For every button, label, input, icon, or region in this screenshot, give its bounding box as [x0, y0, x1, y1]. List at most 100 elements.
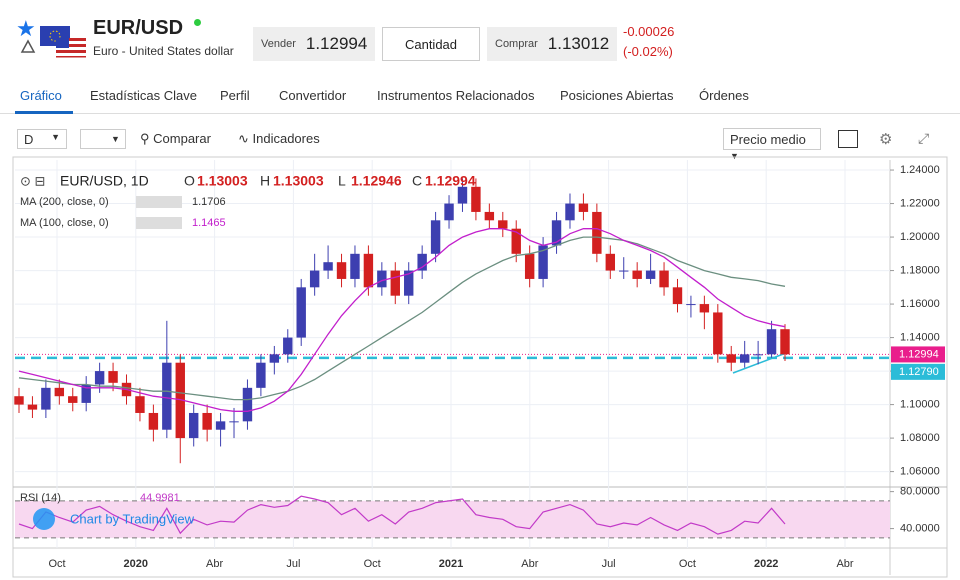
candle-body [592, 211, 602, 254]
rsi-line [18, 495, 786, 535]
ma-line [18, 236, 786, 401]
candle-body [498, 220, 508, 229]
x-tick-label: 2020 [124, 558, 148, 570]
chart-title: EUR/USD, 1D [60, 173, 149, 189]
indicators-button[interactable]: ∿ Indicadores [238, 131, 320, 146]
y-tick-label: 1.06000 [900, 466, 940, 478]
quantity-input[interactable]: Cantidad [382, 27, 480, 61]
trend-line [732, 352, 787, 374]
x-tick-label: Oct [364, 558, 381, 570]
x-tick-label: Abr [206, 558, 223, 570]
ma-value: 1.1706 [192, 196, 226, 208]
ma-line [18, 228, 786, 412]
ohlc-value: 1.12994 [425, 173, 476, 189]
candle-body [283, 337, 293, 355]
ma-controls [136, 196, 182, 208]
settings-button[interactable]: ⚙ [879, 131, 893, 148]
rsi-band-fill [15, 500, 890, 538]
candle-body [202, 412, 212, 430]
candle-body [524, 253, 535, 279]
change-pct: (-0.02%) [623, 44, 673, 59]
candle-body [404, 270, 414, 296]
y-tick-label: 1.24000 [900, 164, 940, 176]
candle-body [162, 362, 172, 430]
candle-body [417, 253, 427, 271]
status-dot [194, 19, 201, 26]
sell-box[interactable]: Vender 1.12994 [253, 27, 375, 61]
candle-body [471, 186, 481, 212]
ohlc-label: C [412, 173, 422, 189]
legend-toggle: ⊙ ⊟ [20, 173, 45, 188]
candle-body [444, 203, 454, 221]
y-tick-label: 1.08000 [900, 432, 940, 444]
expand-button[interactable]: ⤢ [918, 130, 930, 146]
last-price-tag [891, 346, 945, 363]
candle-body [619, 270, 629, 272]
watermark: Chart by TradingView [70, 511, 195, 526]
ma-value: 1.1465 [192, 217, 226, 229]
watermark-logo [33, 508, 55, 530]
tab[interactable]: Gráfico [20, 88, 62, 103]
compare-button[interactable]: ⚲ Comparar [140, 131, 211, 146]
candle-body [81, 384, 91, 403]
candle-body [753, 354, 763, 356]
candle-body [229, 421, 239, 423]
candle-body [68, 396, 78, 403]
candle-body [363, 253, 374, 288]
tab[interactable]: Convertidor [279, 88, 347, 103]
candle-body [726, 354, 736, 363]
sell-price: 1.12994 [305, 34, 368, 53]
candle-body [551, 220, 562, 246]
candle-body [390, 270, 400, 296]
candle-body [215, 421, 226, 430]
active-tab-underline [15, 111, 73, 114]
buy-box[interactable]: Comprar 1.13012 [487, 27, 617, 61]
tab[interactable]: Instrumentos Relacionados [377, 88, 535, 103]
x-tick-label: Abr [521, 558, 538, 570]
candle-body [108, 371, 118, 383]
candle-body [377, 270, 387, 288]
tab[interactable]: Órdenes [699, 88, 749, 103]
candle-body [14, 396, 24, 405]
chart-frame [12, 156, 948, 578]
buy-price: 1.13012 [547, 34, 610, 53]
tab[interactable]: Estadísticas Clave [90, 88, 197, 103]
candle-body [242, 387, 253, 422]
chart-style-select[interactable]: ▼ [80, 129, 126, 149]
ohlc-label: L [338, 173, 346, 189]
buy-label: Comprar [495, 38, 538, 50]
candle-body [565, 203, 575, 221]
candle-body [94, 371, 105, 385]
candle-body [699, 304, 710, 313]
fullscreen-toggle[interactable] [838, 130, 858, 148]
tab-divider [0, 113, 960, 114]
candle-body [766, 329, 777, 355]
x-tick-label: Jul [602, 558, 616, 570]
rsi-label: RSI (14) [20, 492, 61, 504]
favorite-star[interactable]: ★ [16, 16, 36, 41]
candle-body [350, 253, 360, 279]
candle-body [269, 354, 280, 363]
candle-body [672, 287, 683, 305]
candle-body [296, 287, 306, 338]
x-tick-label: 2022 [754, 558, 778, 570]
flags [40, 26, 86, 58]
alert-icon[interactable] [18, 38, 38, 56]
candle-body [135, 396, 145, 413]
candle-body [605, 253, 616, 271]
tab[interactable]: Posiciones Abiertas [560, 88, 674, 103]
rsi-value: 44.9981 [140, 492, 180, 504]
ohlc-value: 1.12946 [351, 173, 402, 189]
x-tick-label: Oct [48, 558, 65, 570]
candle-body [41, 387, 51, 410]
candle-body [538, 245, 548, 279]
interval-select[interactable]: D ▼ [17, 129, 67, 149]
candle-body [780, 329, 790, 355]
tab[interactable]: Perfil [220, 88, 250, 103]
candle-body [713, 312, 723, 355]
y-tick-label: 1.20000 [900, 231, 940, 243]
indicators-label: Indicadores [252, 131, 320, 146]
price-mode-select[interactable]: Precio medio ▼ [723, 128, 821, 161]
